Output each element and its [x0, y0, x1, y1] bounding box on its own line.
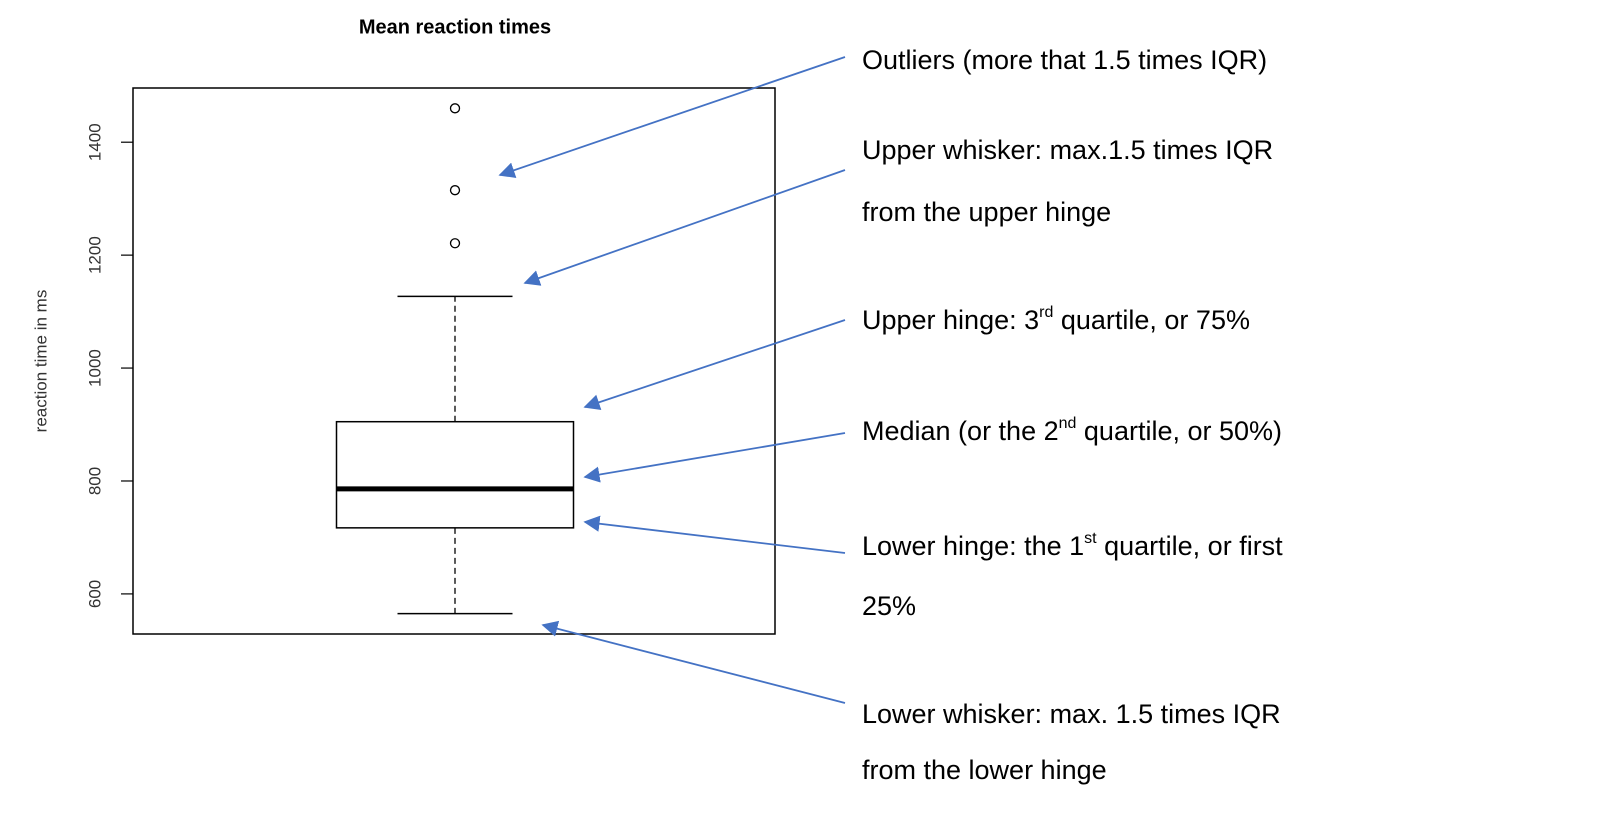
annotation-text: quartile, or 50%): [1076, 416, 1282, 446]
arrow: [583, 432, 846, 483]
chart-title: Mean reaction times: [359, 16, 551, 38]
annotation: from the lower hinge: [862, 755, 1107, 785]
superscript: nd: [1059, 415, 1077, 432]
annotation: Upper hinge: 3rd quartile, or 75%: [862, 304, 1250, 336]
annotation-text: Lower whisker: max. 1.5 times IQR: [862, 699, 1281, 729]
superscript: st: [1084, 530, 1097, 547]
annotation: Lower hinge: the 1st quartile, or first: [862, 530, 1283, 562]
outlier: [449, 238, 461, 249]
y-tick-label: 600: [85, 580, 104, 608]
annotation: Median (or the 2nd quartile, or 50%): [862, 415, 1282, 447]
annotation-text: from the upper hinge: [862, 197, 1111, 227]
y-axis-label: reaction time in ms: [31, 290, 50, 433]
outlier: [449, 103, 461, 114]
arrow: [498, 56, 846, 178]
y-tick-label: 800: [85, 467, 104, 495]
annotation-text: Lower hinge: the 1: [862, 531, 1084, 561]
annotation-text: from the lower hinge: [862, 755, 1107, 785]
y-tick-label: 1000: [85, 349, 104, 387]
annotation: 25%: [862, 591, 916, 621]
arrow: [541, 620, 846, 704]
annotation: from the upper hinge: [862, 197, 1111, 227]
annotation-text: quartile, or 75%: [1053, 305, 1250, 335]
arrow: [583, 515, 846, 554]
arrow: [523, 169, 846, 286]
y-tick-label: 1200: [85, 236, 104, 274]
superscript: rd: [1039, 304, 1053, 321]
annotation-text: quartile, or first: [1097, 531, 1284, 561]
outlier: [449, 185, 461, 196]
annotation: Outliers (more that 1.5 times IQR): [862, 45, 1267, 75]
annotation-text: Median (or the 2: [862, 416, 1059, 446]
annotation-text: Upper whisker: max.1.5 times IQR: [862, 135, 1273, 165]
box: [335, 420, 575, 529]
plot-frame: [132, 87, 776, 635]
arrow: [583, 319, 846, 411]
annotation-text: Upper hinge: 3: [862, 305, 1039, 335]
annotation: Lower whisker: max. 1.5 times IQR: [862, 699, 1281, 729]
annotation-text: 25%: [862, 591, 916, 621]
y-tick-label: 1400: [85, 123, 104, 161]
annotation-text: Outliers (more that 1.5 times IQR): [862, 45, 1267, 75]
arrows: [498, 56, 846, 704]
annotation: Upper whisker: max.1.5 times IQR: [862, 135, 1273, 165]
